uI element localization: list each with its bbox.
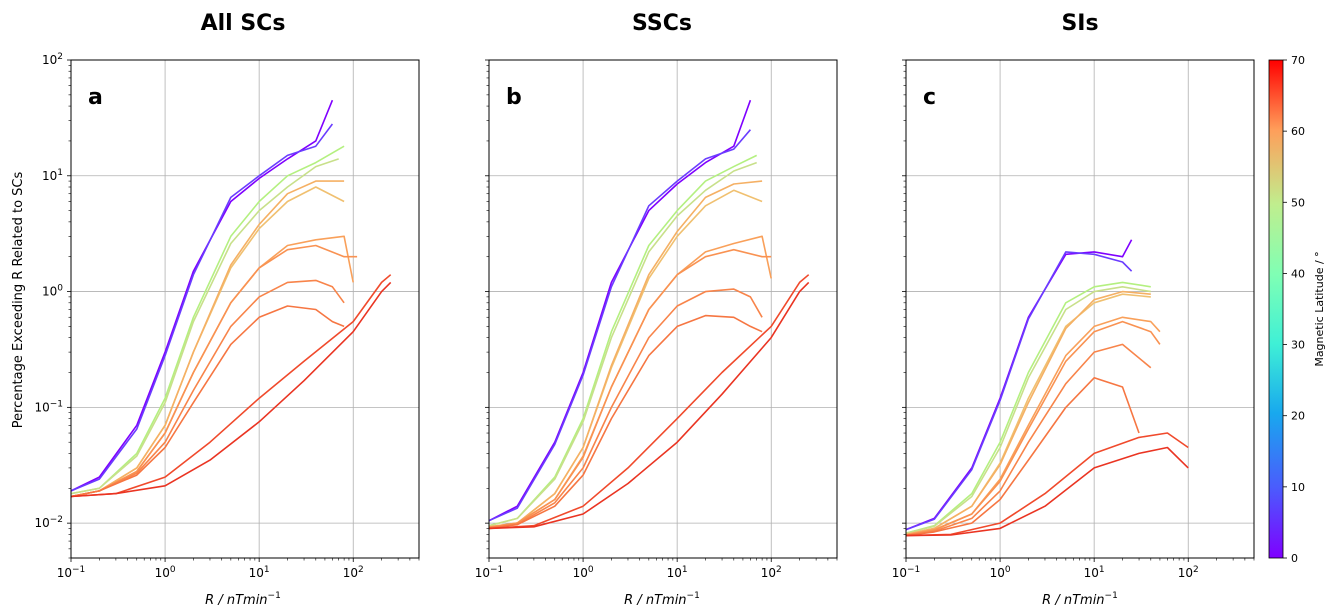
- colorbar-tick-label: 10: [1291, 481, 1305, 494]
- x-tick-label: 102: [1178, 565, 1199, 580]
- series-line-6: [905, 290, 1151, 536]
- y-tick-label: 102: [42, 52, 63, 67]
- colorbar-tick-label: 60: [1291, 125, 1305, 138]
- series-line-4: [70, 158, 339, 495]
- series-line-10: [70, 305, 345, 498]
- x-axis-label-sis: R / nTmin−1: [1042, 591, 1118, 608]
- series-line-2: [488, 129, 752, 522]
- panel-letter-b: b: [506, 85, 522, 110]
- x-tick-label: 102: [761, 565, 782, 580]
- colorbar-tick-label: 40: [1291, 267, 1305, 280]
- x-tick-label: 101: [667, 565, 688, 580]
- x-tick-label: 101: [1084, 565, 1105, 580]
- panel-title-sis: SIs: [1061, 11, 1098, 36]
- colorbar-tick-label: 0: [1291, 552, 1298, 565]
- y-tick-label: 100: [42, 284, 63, 299]
- series-line-2: [905, 251, 1133, 531]
- series-line-9: [70, 279, 345, 498]
- axes-frame-all-scs: [70, 59, 420, 559]
- x-tick-label: 10−1: [57, 565, 86, 580]
- panel-title-sscs: SSCs: [632, 11, 692, 36]
- series-line-3: [905, 281, 1151, 534]
- series-line-12: [905, 446, 1189, 537]
- panel-letter-c: c: [923, 85, 936, 110]
- series-line-6: [488, 180, 763, 528]
- colorbar-label: Magnetic Latitude / °: [1313, 251, 1326, 366]
- series-line-12: [488, 281, 810, 530]
- series-line-10: [905, 376, 1140, 537]
- colorbar-gradient: [1268, 59, 1284, 559]
- x-axis-label-all-scs: R / nTmin−1: [205, 591, 281, 608]
- plot-area-sis: 10−1 100 101 102: [892, 59, 1255, 580]
- y-tick-label: 10−2: [34, 515, 63, 530]
- series-line-3: [70, 145, 345, 495]
- series-line-11: [70, 274, 392, 498]
- series-line-11: [905, 432, 1189, 537]
- series-line-4: [488, 161, 757, 527]
- colorbar: Magnetic Latitude / ° 0 10 20 30 40 50 60 70: [1268, 54, 1326, 565]
- x-tick-label: 100: [573, 565, 594, 580]
- series-line-5: [70, 186, 345, 498]
- axes-frame-sis: [905, 59, 1255, 559]
- x-tick-label: 101: [249, 565, 270, 580]
- panel-all-scs: All SCs 10−1 100 101 102 10−2 10−1 100 101 102 a…: [34, 11, 420, 608]
- series-line-1: [488, 99, 752, 522]
- plot-area-all-scs: 10−1 100 101 102 10−2 10−1 100 101 102: [34, 52, 420, 580]
- series-line-6: [70, 180, 345, 498]
- series-line-1: [70, 99, 334, 492]
- series-line-1: [905, 239, 1133, 531]
- series-line-9: [905, 343, 1152, 537]
- x-tick-label: 10−1: [475, 565, 504, 580]
- y-axis-label: Percentage Exceeding R Related to SCs: [11, 172, 26, 429]
- panel-letter-a: a: [88, 85, 103, 110]
- x-axis-label-sscs: R / nTmin−1: [624, 591, 700, 608]
- plot-area-sscs: 10−1 100 101 102: [475, 59, 838, 580]
- panel-sis: SIs 10−1 100 101 102 c R / nTmin−1: [892, 11, 1255, 608]
- x-tick-label: 10−1: [892, 565, 921, 580]
- x-tick-label: 100: [155, 565, 176, 580]
- series-line-9: [488, 288, 763, 529]
- series-line-8: [905, 320, 1161, 536]
- series-line-8: [70, 244, 358, 498]
- series-line-4: [905, 285, 1151, 534]
- series-line-12: [70, 281, 392, 498]
- colorbar-tick-label: 30: [1291, 339, 1305, 352]
- series-line-8: [488, 248, 772, 529]
- colorbar-tick-label: 50: [1291, 196, 1305, 209]
- series-line-2: [70, 123, 334, 492]
- panel-sscs: SSCs 10−1 100 101 102 b R / nTmin−1: [475, 11, 838, 608]
- y-tick-label: 10−1: [34, 399, 63, 414]
- series-line-10: [488, 314, 763, 529]
- x-tick-label: 100: [990, 565, 1011, 580]
- series-line-5: [905, 293, 1151, 536]
- x-tick-label: 102: [343, 565, 364, 580]
- colorbar-tick-label: 70: [1291, 54, 1305, 67]
- axes-frame-sscs: [488, 59, 838, 559]
- series-line-11: [488, 274, 810, 530]
- panel-title-all-scs: All SCs: [201, 11, 286, 36]
- y-tick-label: 101: [42, 168, 63, 183]
- colorbar-tick-label: 20: [1291, 410, 1305, 423]
